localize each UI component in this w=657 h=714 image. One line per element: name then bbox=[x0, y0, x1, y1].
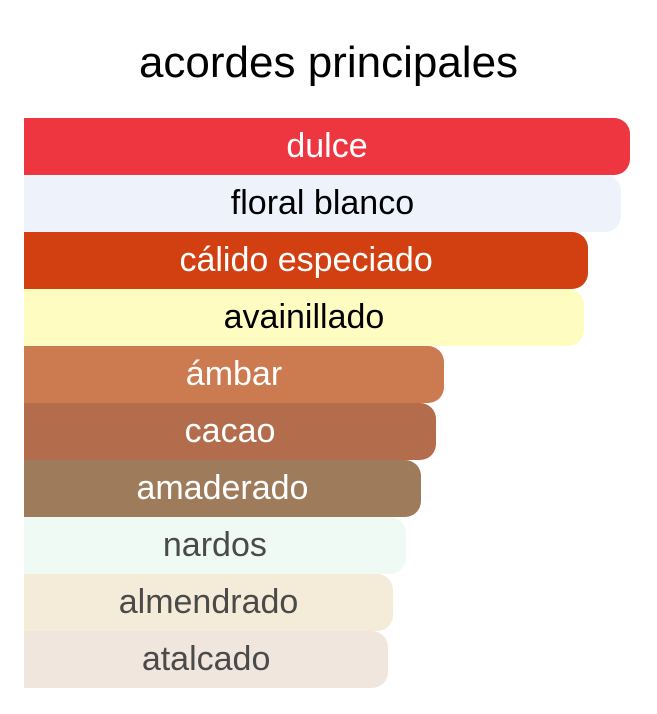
accord-label: amaderado bbox=[136, 469, 309, 507]
accord-label: floral blanco bbox=[230, 184, 415, 222]
accord-label: dulce bbox=[286, 127, 368, 165]
accord-label: nardos bbox=[162, 526, 267, 564]
accord-bar: amaderado bbox=[24, 460, 421, 517]
accord-label: avainillado bbox=[223, 298, 385, 336]
accord-bar: atalcado bbox=[24, 631, 389, 688]
accord-label: cálido especiado bbox=[179, 241, 433, 279]
accord-bar: floral blanco bbox=[24, 175, 621, 232]
accord-label: cacao bbox=[184, 412, 276, 450]
accord-bar: ámbar bbox=[24, 346, 444, 403]
accord-label: almendrado bbox=[118, 583, 299, 621]
accord-bar: nardos bbox=[24, 517, 406, 574]
accord-label: ámbar bbox=[185, 355, 283, 393]
accord-bar: dulce bbox=[24, 118, 630, 175]
accord-bar: cálido especiado bbox=[24, 232, 589, 289]
accord-bar: cacao bbox=[24, 403, 437, 460]
accord-label: atalcado bbox=[141, 640, 271, 678]
accord-bar: avainillado bbox=[24, 289, 584, 346]
chart-title: acordes principales bbox=[138, 38, 519, 87]
accord-bar: almendrado bbox=[24, 574, 394, 631]
accord-bars: dulce floral blanco cálido especiado avaini… bbox=[24, 118, 630, 688]
